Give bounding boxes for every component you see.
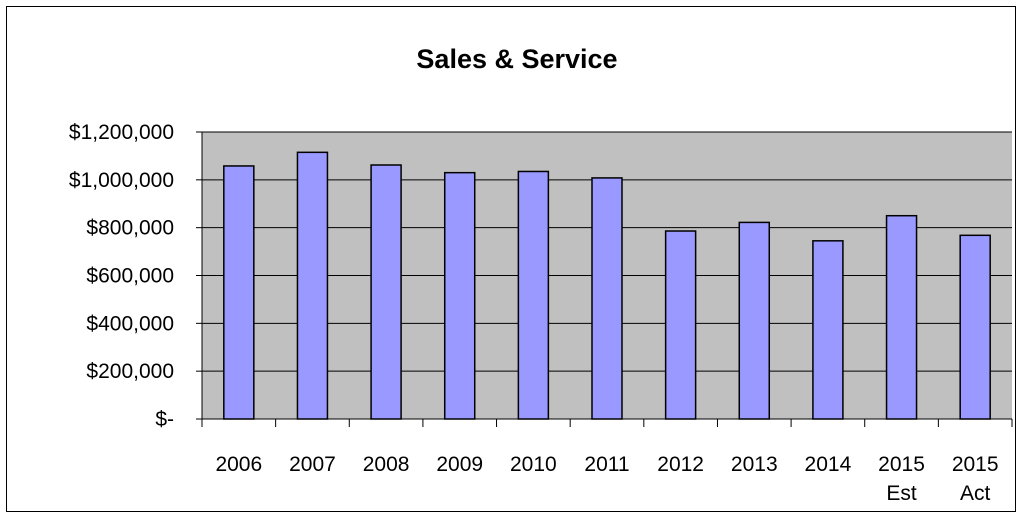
bar [591, 177, 623, 420]
x-tick-label: 2009 [436, 453, 483, 476]
y-tick-label: $600,000 [86, 265, 174, 288]
chart-title: Sales & Service [416, 44, 617, 74]
x-tick-label: 2012 [657, 453, 704, 476]
y-axis-tick-labels: $- $200,000 $400,000 $600,000 $800,000 $1,000… [69, 121, 174, 431]
bar [664, 230, 697, 420]
x-tick-label: 2011 [584, 453, 629, 476]
y-tick-label: $1,000,000 [69, 169, 174, 192]
x-tick-label: 2015 [878, 453, 925, 476]
y-tick-label: $400,000 [86, 312, 174, 335]
bars [223, 151, 991, 420]
bar [812, 240, 844, 420]
x-tick-label: 2015 [952, 453, 999, 476]
bar [296, 151, 329, 420]
bar [370, 164, 402, 420]
x-tick-label: Est [886, 482, 917, 505]
y-tick-label: $800,000 [86, 217, 174, 240]
x-tick-label: 2010 [510, 453, 557, 476]
x-tick-label: 2007 [289, 453, 336, 476]
x-axis-tick-labels: 2006 2007 2008 2009 2010 2011 2012 2013 2014 2015… [215, 453, 998, 505]
x-tick-label: 2014 [805, 453, 852, 476]
x-tick-label: Act [960, 482, 991, 505]
bar [223, 165, 255, 420]
y-tick-label: $1,200,000 [69, 121, 174, 144]
bar [738, 221, 771, 420]
y-tick-label: $- [155, 408, 174, 431]
y-tick-label: $200,000 [86, 360, 174, 383]
bar [885, 214, 918, 420]
x-tick-label: 2013 [731, 453, 778, 476]
axes [196, 131, 1013, 427]
x-tick-label: 2006 [215, 453, 262, 476]
x-tick-label: 2008 [363, 453, 410, 476]
bar [517, 170, 550, 420]
bar [959, 234, 991, 420]
bar [443, 171, 476, 420]
